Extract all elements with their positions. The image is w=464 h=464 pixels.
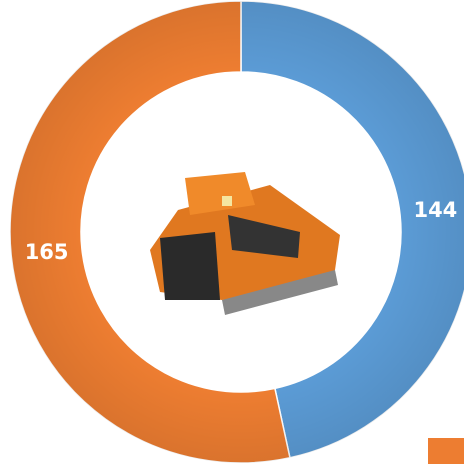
data-label: 165 [25, 240, 69, 264]
data-label: 144 [413, 198, 457, 222]
chart: 144 165 [0, 0, 464, 464]
page: 144165 (() => { const data = JSON.parse(… [0, 0, 464, 464]
legend-key [428, 438, 464, 464]
center-image [150, 172, 340, 315]
